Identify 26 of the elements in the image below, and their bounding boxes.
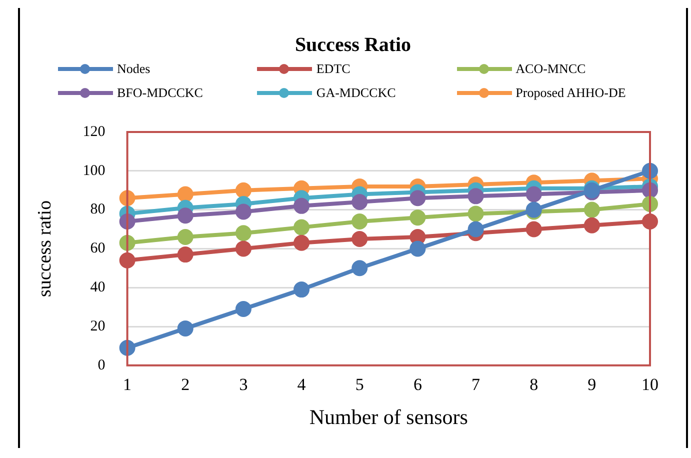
- x-tick-label: 7: [472, 375, 481, 394]
- y-tick-label: 60: [90, 240, 106, 257]
- y-axis-title: success ratio: [34, 200, 56, 297]
- x-tick-label: 2: [181, 375, 190, 394]
- y-tick-label: 120: [82, 124, 106, 140]
- x-tick-label: 5: [355, 375, 364, 394]
- y-tick-label: 80: [90, 202, 106, 218]
- x-tick-label: 3: [239, 375, 248, 394]
- legend-label: EDTC: [316, 61, 350, 77]
- legend-label: Nodes: [117, 61, 150, 77]
- x-tick-label: 8: [530, 375, 538, 394]
- legend-label: GA-MDCCKC: [316, 85, 396, 101]
- legend-label: ACO-MNCC: [516, 61, 586, 77]
- legend-label: BFO-MDCCKC: [117, 85, 203, 101]
- y-tick-label: 0: [98, 357, 106, 374]
- x-tick-label: 4: [297, 375, 306, 394]
- x-tick-label: 6: [413, 375, 422, 394]
- y-tick-label: 40: [90, 280, 106, 296]
- legend-label: Proposed AHHO-DE: [516, 85, 626, 101]
- y-tick-label: 100: [82, 162, 106, 179]
- y-tick-label: 20: [90, 318, 106, 334]
- x-tick-label: 10: [642, 375, 658, 394]
- x-tick-label: 1: [123, 375, 132, 394]
- x-tick-label: 9: [588, 375, 596, 394]
- chart-title: Success Ratio: [294, 33, 412, 57]
- x-axis-title: Number of sensors: [309, 404, 468, 429]
